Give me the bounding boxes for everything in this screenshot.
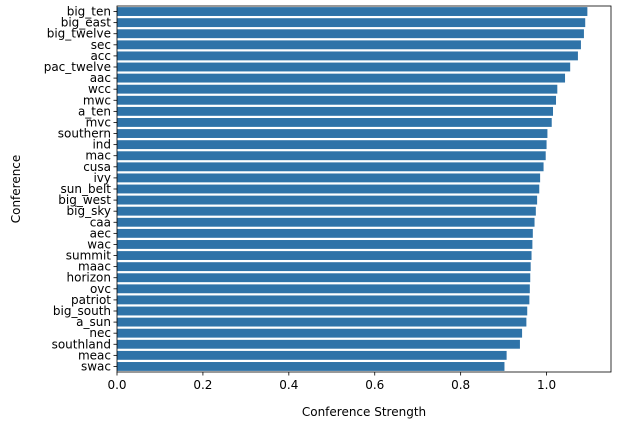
y-tick-label: aac xyxy=(90,71,111,85)
y-tick-label: pac_twelve xyxy=(44,60,111,74)
y-tick-label: maac xyxy=(78,260,111,274)
x-tick-label: 0.2 xyxy=(193,378,212,392)
bar-patriot xyxy=(117,295,530,305)
y-tick-label: mac xyxy=(85,149,111,163)
y-tick-label: southern xyxy=(58,127,111,141)
bar-mvc xyxy=(117,118,552,127)
y-tick-label: big_ten xyxy=(67,5,111,19)
y-tick-label: patriot xyxy=(71,293,111,307)
y-tick-label: mwc xyxy=(83,93,111,107)
y-tick-label: big_south xyxy=(53,304,111,318)
bar-big_east xyxy=(117,18,586,28)
bar-sec xyxy=(117,40,581,50)
plot-frame xyxy=(116,5,612,373)
bar-big_twelve xyxy=(117,29,584,39)
y-tick-label: big_sky xyxy=(67,204,111,218)
bar-southern xyxy=(117,129,548,138)
bar-summit xyxy=(117,251,532,260)
y-tick-label: big_east xyxy=(61,16,112,30)
bar-ind xyxy=(117,140,547,150)
bar-wcc xyxy=(117,84,558,94)
bar-ovc xyxy=(117,284,530,294)
y-tick-label: swac xyxy=(81,359,111,373)
x-tick-label: 0.8 xyxy=(451,378,470,392)
x-axis-ticks: 0.0 0.2 0.4 0.6 0.8 1.0 xyxy=(107,372,556,392)
bar-aac xyxy=(117,73,566,83)
y-tick-label: acc xyxy=(90,49,111,63)
y-tick-label: ivy xyxy=(93,171,111,185)
bar-cusa xyxy=(117,162,544,172)
x-tick-label: 0.0 xyxy=(107,378,126,392)
y-tick-label: aec xyxy=(90,226,111,240)
bar-sun_belt xyxy=(117,184,540,194)
bar-mwc xyxy=(117,95,557,105)
y-tick-label: nec xyxy=(89,326,111,340)
bar-big_sky xyxy=(117,206,536,216)
bar-nec xyxy=(117,328,523,338)
y-tick-label: sun_belt xyxy=(60,182,111,196)
y-tick-label: a_sun xyxy=(76,315,111,329)
bar-acc xyxy=(117,51,578,61)
y-tick-label: caa xyxy=(90,215,111,229)
y-tick-label: horizon xyxy=(67,271,111,285)
y-tick-label: wac xyxy=(87,237,111,251)
y-tick-label: ovc xyxy=(90,282,111,296)
bar-big_ten xyxy=(117,7,588,16)
y-tick-label: big_west xyxy=(58,193,111,207)
bar-ivy xyxy=(117,173,541,183)
y-axis-ticks: big_tenbig_eastbig_twelvesecaccpac_twelv… xyxy=(44,5,117,373)
y-tick-label: meac xyxy=(78,348,111,362)
y-tick-label: southland xyxy=(52,337,111,351)
bar-aec xyxy=(117,228,533,238)
bar-wac xyxy=(117,240,533,249)
y-tick-label: sec xyxy=(91,38,111,52)
bar-mac xyxy=(117,151,546,161)
bar-meac xyxy=(117,350,507,360)
y-tick-label: cusa xyxy=(83,160,111,174)
y-tick-label: wcc xyxy=(88,82,111,96)
y-tick-label: mvc xyxy=(86,115,111,129)
y-tick-label: a_ten xyxy=(78,104,111,118)
x-tick-label: 1.0 xyxy=(537,378,556,392)
x-axis-label: Conference Strength xyxy=(302,405,426,419)
y-tick-label: ind xyxy=(92,138,111,152)
bar-horizon xyxy=(117,273,531,283)
y-tick-label: big_twelve xyxy=(47,27,111,41)
bar-a_sun xyxy=(117,317,527,327)
bar-big_west xyxy=(117,195,538,205)
bar-swac xyxy=(117,362,505,371)
x-tick-label: 0.4 xyxy=(279,378,298,392)
bar-pac_twelve xyxy=(117,62,571,72)
x-tick-label: 0.6 xyxy=(365,378,384,392)
bar-caa xyxy=(117,217,535,227)
bar-big_south xyxy=(117,306,528,316)
y-tick-label: summit xyxy=(66,249,112,263)
bar-maac xyxy=(117,262,531,272)
bars-group xyxy=(117,7,588,371)
bar-southland xyxy=(117,339,520,349)
bar-a_ten xyxy=(117,106,554,116)
y-axis-label: Conference xyxy=(9,155,23,224)
